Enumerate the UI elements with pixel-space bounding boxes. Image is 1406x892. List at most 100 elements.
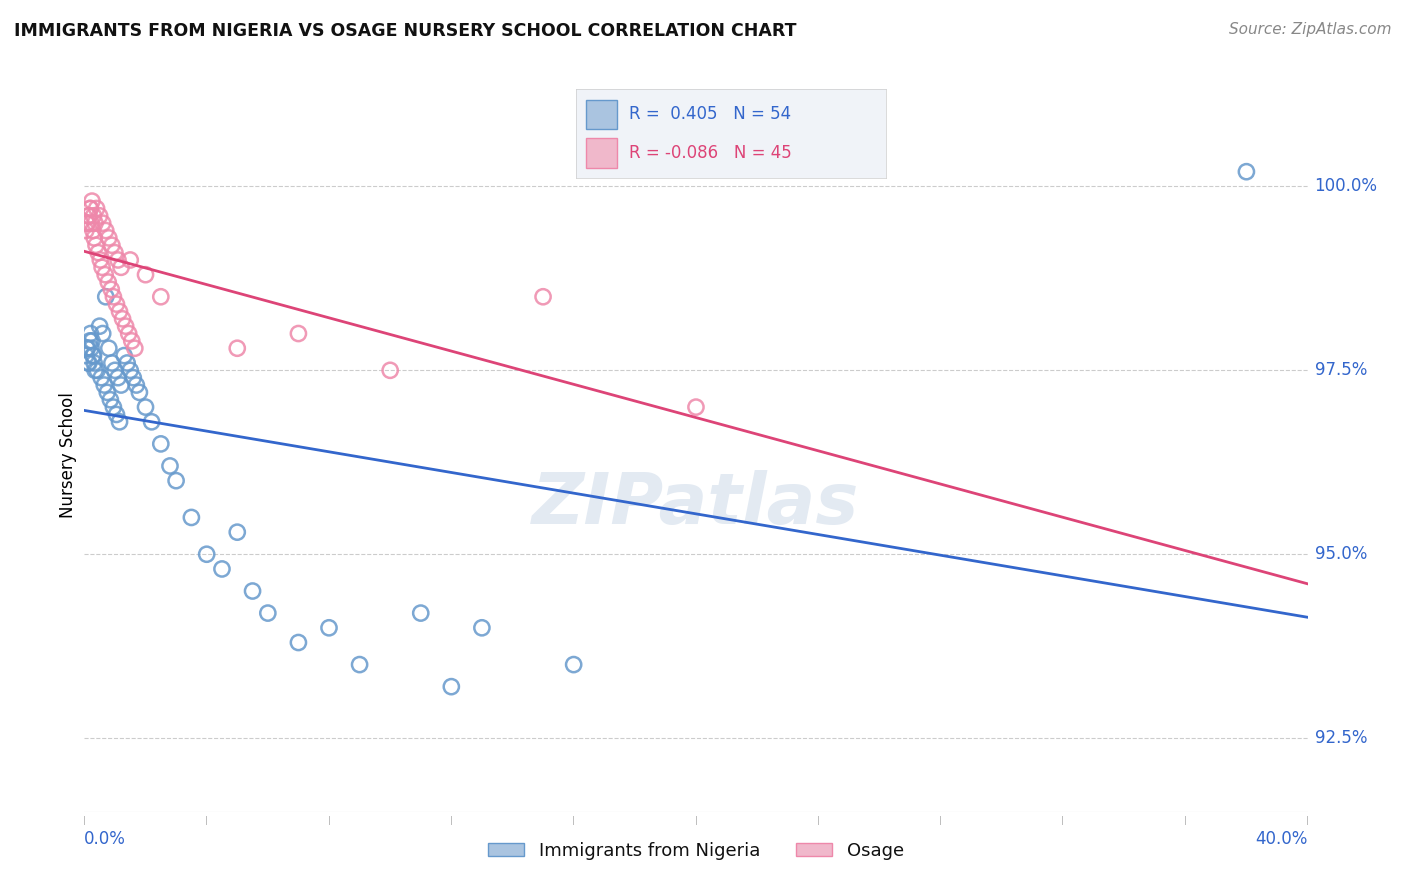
Text: 100.0%: 100.0%	[1315, 178, 1378, 195]
Point	[318, 621, 340, 635]
Y-axis label: Nursery School: Nursery School	[59, 392, 77, 518]
Text: |: |	[450, 816, 453, 825]
Point	[226, 525, 249, 540]
Point	[242, 584, 264, 599]
Point	[122, 370, 145, 384]
Point	[86, 363, 108, 377]
Point	[103, 290, 125, 304]
Point	[409, 606, 432, 620]
Point	[121, 334, 143, 348]
Point	[97, 275, 120, 289]
Text: R = -0.086   N = 45: R = -0.086 N = 45	[628, 145, 792, 162]
Point	[125, 378, 148, 392]
Text: R =  0.405   N = 54: R = 0.405 N = 54	[628, 105, 792, 123]
Point	[89, 209, 111, 223]
Point	[195, 547, 218, 561]
Point	[107, 252, 129, 267]
Point	[75, 349, 97, 363]
Point	[96, 385, 118, 400]
Point	[471, 621, 494, 635]
Point	[91, 260, 114, 275]
Point	[94, 223, 117, 237]
FancyBboxPatch shape	[586, 100, 617, 129]
Text: 40.0%: 40.0%	[1256, 830, 1308, 847]
Point	[97, 341, 120, 355]
Point	[105, 297, 128, 311]
Point	[149, 437, 172, 451]
Point	[108, 304, 131, 318]
Point	[87, 245, 110, 260]
Point	[82, 223, 104, 237]
Text: 92.5%: 92.5%	[1315, 729, 1367, 747]
Point	[685, 400, 707, 414]
Point	[114, 319, 136, 334]
Point	[76, 216, 98, 230]
Point	[79, 326, 101, 341]
Point	[211, 562, 233, 576]
Point	[101, 356, 124, 370]
Point	[110, 260, 132, 275]
Point	[94, 290, 117, 304]
Point	[141, 415, 163, 429]
Point	[112, 349, 135, 363]
Point	[257, 606, 280, 620]
Text: |: |	[939, 816, 942, 825]
Point	[83, 349, 105, 363]
Point	[105, 408, 128, 422]
Point	[101, 238, 124, 252]
Point	[91, 216, 114, 230]
Point	[77, 356, 100, 370]
Point	[80, 216, 103, 230]
Point	[149, 290, 172, 304]
Point	[80, 334, 103, 348]
Point	[86, 202, 108, 216]
Text: |: |	[817, 816, 820, 825]
Text: |: |	[1062, 816, 1064, 825]
Point	[80, 194, 103, 208]
Text: |: |	[695, 816, 697, 825]
Point	[107, 370, 129, 384]
Point	[104, 363, 127, 377]
Point	[79, 202, 101, 216]
Point	[287, 635, 309, 649]
Point	[98, 392, 121, 407]
Point	[128, 385, 150, 400]
Text: |: |	[572, 816, 575, 825]
FancyBboxPatch shape	[586, 138, 617, 168]
Text: |: |	[205, 816, 208, 825]
Point	[83, 356, 105, 370]
Text: |: |	[1184, 816, 1187, 825]
Point	[77, 209, 100, 223]
Point	[76, 341, 98, 355]
Point	[82, 349, 104, 363]
Point	[76, 216, 98, 230]
Point	[77, 209, 100, 223]
Point	[1234, 164, 1257, 178]
Point	[110, 378, 132, 392]
Point	[97, 231, 120, 245]
Text: IMMIGRANTS FROM NIGERIA VS OSAGE NURSERY SCHOOL CORRELATION CHART: IMMIGRANTS FROM NIGERIA VS OSAGE NURSERY…	[14, 22, 797, 40]
Legend: Immigrants from Nigeria, Osage: Immigrants from Nigeria, Osage	[481, 835, 911, 867]
Point	[93, 378, 115, 392]
Text: Source: ZipAtlas.com: Source: ZipAtlas.com	[1229, 22, 1392, 37]
Point	[108, 415, 131, 429]
Point	[84, 216, 107, 230]
Point	[124, 341, 146, 355]
Point	[77, 356, 100, 370]
Text: 95.0%: 95.0%	[1315, 545, 1367, 563]
Point	[79, 202, 101, 216]
Point	[349, 657, 371, 672]
Point	[531, 290, 554, 304]
Point	[94, 268, 117, 282]
Point	[91, 326, 114, 341]
Point	[115, 356, 138, 370]
Point	[135, 268, 157, 282]
Point	[79, 334, 101, 348]
Point	[226, 341, 249, 355]
Point	[440, 680, 463, 694]
Point	[104, 245, 127, 260]
Text: |: |	[328, 816, 330, 825]
Point	[165, 474, 187, 488]
Point	[159, 458, 181, 473]
Point	[100, 282, 122, 296]
